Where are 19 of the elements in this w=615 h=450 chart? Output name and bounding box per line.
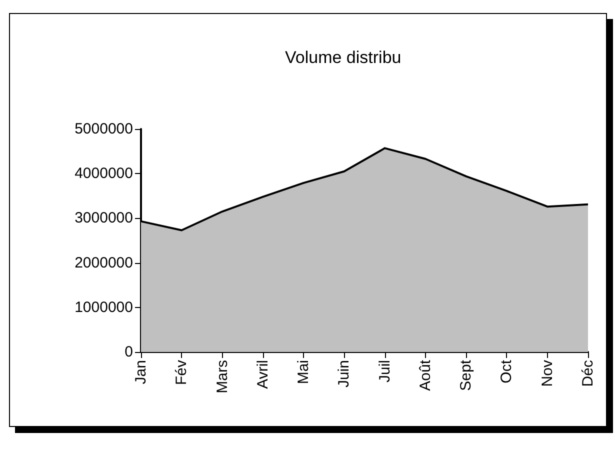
chart-title: Volume distribu <box>285 48 402 67</box>
x-tick-label: Sept <box>458 359 475 391</box>
y-tick-label: 4000000 <box>74 165 133 182</box>
y-tick-label: 3000000 <box>74 210 133 227</box>
x-tick-label: Fév <box>173 360 190 386</box>
x-tick-label: Avril <box>254 360 272 389</box>
y-tick-label: 2000000 <box>74 254 133 272</box>
x-tick-label: Juil <box>376 360 394 383</box>
x-tick-label: Juin <box>336 360 353 388</box>
y-tick-label: 1000000 <box>74 298 133 316</box>
x-tick-label: Oct <box>498 359 516 384</box>
y-tick-label: 0 <box>124 344 133 360</box>
x-tick-label: Nov <box>538 360 556 387</box>
x-tick-label: Jan <box>132 360 150 384</box>
x-tick-label: Mars <box>214 360 231 394</box>
x-tick-label: Déc <box>580 360 596 387</box>
x-tick-label: Mai <box>295 360 312 384</box>
y-tick-label: 5000000 <box>74 120 133 138</box>
x-tick-label: Août <box>416 359 434 391</box>
